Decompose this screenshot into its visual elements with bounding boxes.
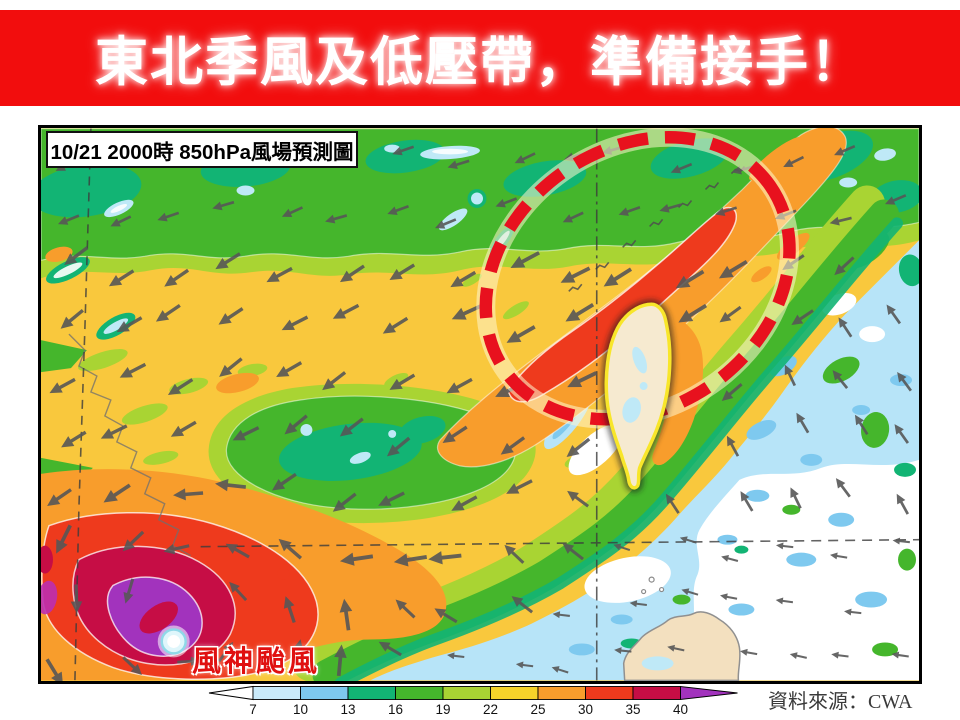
typhoon-eye-icon — [157, 625, 190, 658]
headline-text: 東北季風及低壓帶，準備接手！ — [95, 33, 865, 92]
color-scale-legend: 7 10 13 16 19 22 25 30 35 40 — [165, 682, 765, 718]
data-source-credit: 資料來源：CWA — [768, 691, 913, 713]
headline-banner: 東北季風及低壓帶，準備接手！ — [0, 10, 960, 106]
svg-text:22: 22 — [483, 702, 498, 717]
svg-text:7: 7 — [249, 702, 257, 717]
svg-text:35: 35 — [625, 702, 640, 717]
typhoon-system — [41, 469, 447, 681]
wind-map-svg — [41, 128, 919, 681]
taiwan — [601, 299, 675, 493]
taiwan-outline — [604, 302, 672, 490]
map-title-box: 10/21 2000時 850hPa風場預測圖 — [46, 131, 358, 168]
typhoon-label: 風神颱風 — [192, 646, 321, 678]
svg-text:10: 10 — [293, 702, 308, 717]
strong-wind-core — [507, 206, 738, 403]
svg-text:30: 30 — [578, 702, 593, 717]
svg-text:13: 13 — [340, 702, 355, 717]
svg-text:16: 16 — [388, 702, 403, 717]
svg-text:19: 19 — [435, 702, 450, 717]
southeast-calm-region — [370, 232, 919, 681]
map-title-text: 10/21 2000時 850hPa風場預測圖 — [50, 140, 354, 164]
wind-map — [38, 125, 922, 684]
svg-text:40: 40 — [673, 702, 688, 717]
luzon-landmass — [622, 576, 741, 681]
small-islets — [641, 576, 665, 595]
svg-text:25: 25 — [530, 702, 545, 717]
color-scale-svg: 7 10 13 16 19 22 25 30 35 40 — [208, 685, 738, 717]
china-coastline — [68, 333, 191, 557]
highlight-ellipse — [476, 128, 799, 429]
